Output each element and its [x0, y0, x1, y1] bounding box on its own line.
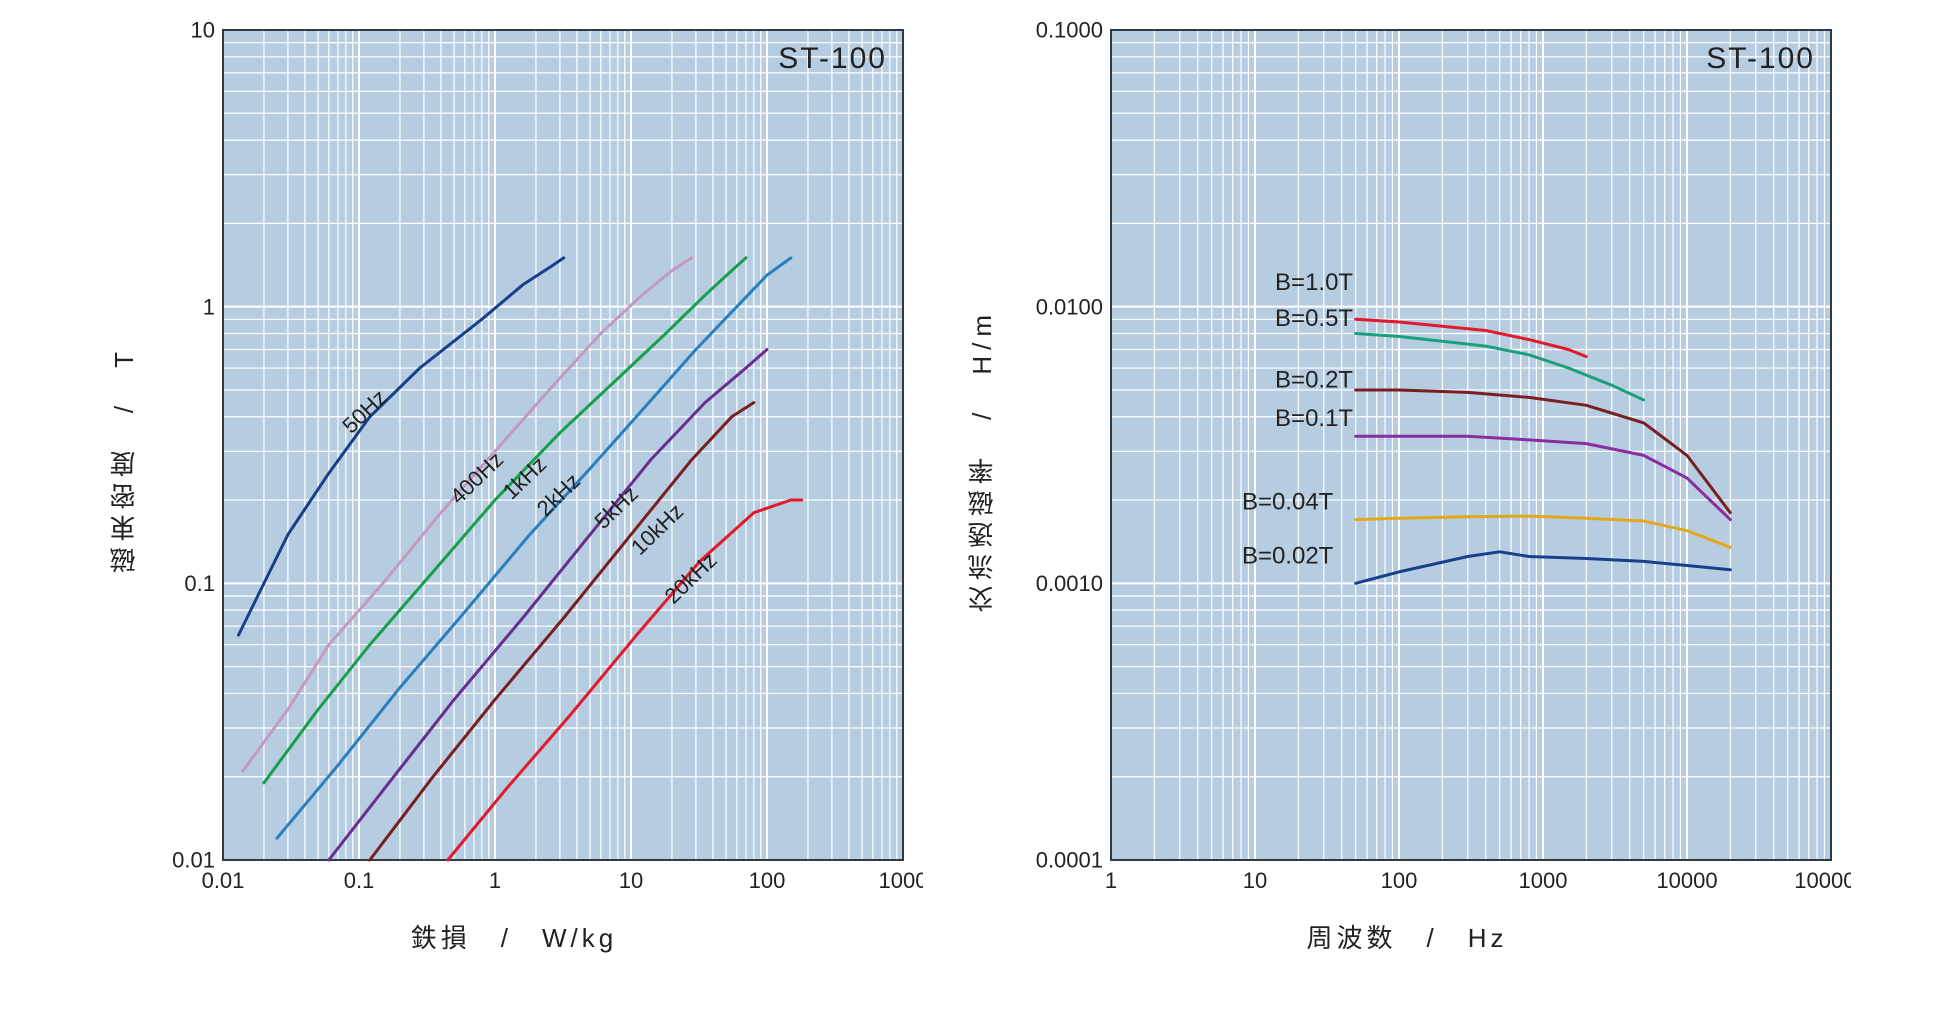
series-label: B=0.04T	[1242, 488, 1334, 515]
page: 磁束密度 / T 0.010.111010010000.010.1110ST-1…	[0, 0, 1956, 975]
ytick-label: 0.0001	[1036, 848, 1103, 873]
ytick-label: 0.01	[172, 848, 215, 873]
ytick-label: 0.1	[184, 571, 215, 596]
series-label: B=1.0T	[1275, 269, 1353, 296]
series-label: B=0.02T	[1242, 542, 1334, 569]
xtick-label: 10	[619, 868, 643, 893]
series-label: B=0.2T	[1275, 367, 1353, 394]
xtick-label: 100	[749, 868, 786, 893]
ytick-label: 10	[191, 20, 215, 43]
right-xlabel: 周波数 / Hz	[1306, 918, 1507, 955]
xtick-label: 1	[489, 868, 501, 893]
right-panel: 交流透磁率 / H/m 1 10 100 1000 10000 100000 0.0001 0…	[963, 20, 1851, 955]
xtick-label: 0.1	[344, 868, 375, 893]
right-chart: 1 10 100 1000 10000 100000 0.0001 0.0010 0.0100 0…	[1006, 20, 1851, 900]
xtick-label: 10000	[1656, 868, 1717, 893]
left-ylabel: 磁束密度 / T	[105, 346, 142, 573]
left-chart: 0.010.111010010000.010.1110ST-10050Hz400…	[148, 20, 923, 900]
series-label: B=0.5T	[1275, 305, 1353, 332]
series-label: B=0.1T	[1275, 405, 1353, 432]
ytick-label: 0.1000	[1036, 20, 1103, 43]
left-xlabel: 鉄損 / W/kg	[411, 918, 617, 955]
xtick-label: 1000	[1519, 868, 1568, 893]
right-ylabel: 交流透磁率 / H/m	[963, 309, 1000, 612]
left-panel: 磁束密度 / T 0.010.111010010000.010.1110ST-1…	[105, 20, 923, 955]
chart-title: ST-100	[1706, 42, 1815, 75]
xtick-label: 100000	[1794, 868, 1851, 893]
xtick-label: 1000	[879, 868, 923, 893]
xtick-label: 1	[1105, 868, 1117, 893]
ytick-label: 0.0100	[1036, 294, 1103, 319]
ytick-label: 1	[203, 294, 215, 319]
xtick-label: 10	[1243, 868, 1267, 893]
chart-title: ST-100	[778, 42, 887, 75]
xtick-label: 100	[1381, 868, 1418, 893]
ytick-label: 0.0010	[1036, 571, 1103, 596]
